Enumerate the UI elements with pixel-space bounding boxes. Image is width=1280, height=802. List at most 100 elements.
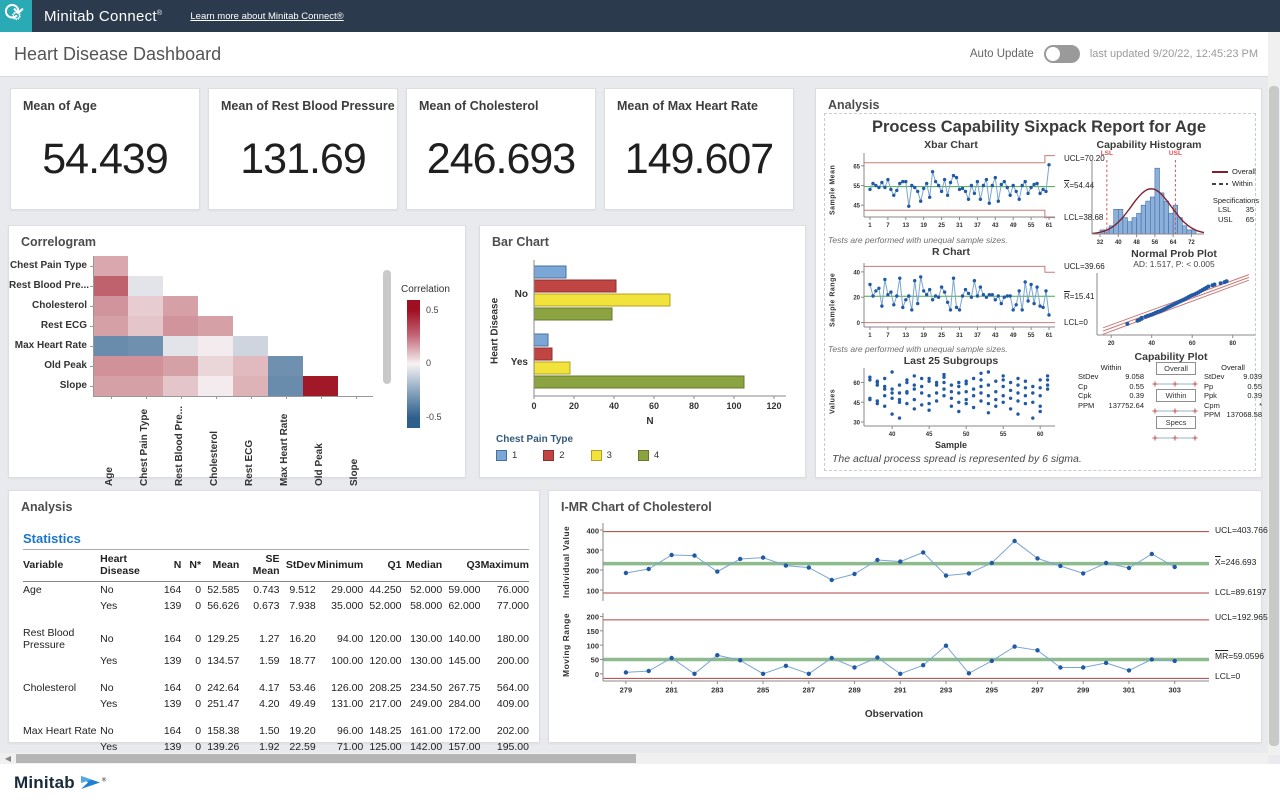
svg-text:400: 400 [586,526,599,535]
capplot-stat-row: Ppk 0.39 [1204,391,1262,400]
auto-update-toggle[interactable] [1043,45,1080,63]
svg-text:289: 289 [848,686,861,695]
gear-icon: ⚙ [11,9,22,23]
legend-overall: Overall [1232,167,1256,176]
panel-scrollbar-thumb[interactable] [383,270,391,384]
svg-text:20: 20 [569,401,579,411]
table-row: Cholesterol No 164 0 242.64 4.17 53.46 126.00 20… [23,682,529,694]
table-row: Yes 139 0 134.57 1.59 18.77 100.00 120.00 130.00… [100,655,529,667]
minitab-footer-logo: Minitab ® [14,773,107,792]
corr-cell [93,276,128,296]
xbar-ucl-label: UCL=70.20 [1064,154,1105,163]
svg-text:30: 30 [853,421,860,427]
svg-text:43: 43 [992,333,999,339]
xbar-chart-title: Xbar Chart [924,139,978,151]
panel-title: I-MR Chart of Cholesterol [561,500,712,514]
corr-cell [93,336,128,356]
r-chart: 0 20 40 1 7 13 19 25 31 37 43 49 55 61 [844,259,1058,341]
svg-text:297: 297 [1031,686,1044,695]
capplot-interval [1152,403,1198,414]
kpi-card-mean-age: Mean of Age 54.439 [10,88,200,210]
hist-legend: Overall Within Specifications LSL 35 USL 6… [1212,167,1260,224]
r-note: Tests are performed with unequal sample … [828,344,1008,354]
svg-text:45: 45 [853,401,860,407]
auto-update-label: Auto Update [969,48,1034,60]
svg-text:No: No [515,289,528,300]
corr-col-label: Chest Pain Type [139,408,150,486]
corr-cell [128,376,163,396]
vertical-scrollbar[interactable] [1268,32,1280,755]
svg-text:45: 45 [926,432,933,438]
top-nav: ⟳ ⚙ Minitab Connect® Learn more about Mi… [0,0,1280,32]
svg-text:7: 7 [886,223,890,229]
corr-row-label: Rest Blood Pre... [9,280,90,291]
capplot-overall-stats: Overall StDev 9.039 Pp 0.55 Ppk 0.39 Cpm * PPM 13… [1204,363,1262,419]
svg-text:31: 31 [956,223,963,229]
grouped-bar-chart: No Yes 0 20 40 60 80 100 120 [504,254,796,414]
svg-text:40: 40 [609,401,619,411]
toggle-knob [1045,47,1060,61]
svg-text:13: 13 [902,333,909,339]
corr-cell [93,316,128,336]
capplot-box-within: Within [1156,389,1196,402]
panel-title: Analysis [828,98,880,112]
imr-xlabel: Observation [864,709,924,720]
svg-text:1: 1 [868,223,872,229]
svg-text:64: 64 [1170,240,1177,246]
svg-text:7: 7 [886,333,890,339]
capplot-title: Capability Plot [1134,351,1208,363]
capplot-stat-row: PPM 137068.58 [1204,410,1262,419]
kpi-value: 149.607 [624,135,774,183]
vertical-scrollbar-thumb[interactable] [1269,86,1279,746]
legend-within: Within [1232,179,1253,188]
svg-text:281: 281 [665,686,678,695]
svg-text:0: 0 [595,670,599,679]
svg-text:20: 20 [853,296,860,302]
brand-name: Minitab Connect® [44,7,163,25]
statistics-table: Variable Heart Disease N N* Mean SE Mean StDev… [23,549,529,755]
corr-cell [233,356,268,376]
svg-text:25: 25 [938,333,945,339]
corr-cell [233,336,268,356]
corr-cell [198,316,233,336]
scroll-left-arrow-icon[interactable]: ◀ [4,754,12,763]
corr-cell [163,336,198,356]
horizontal-scrollbar-thumb[interactable] [16,754,636,763]
correlogram-heatmap: Chest Pain Type Rest Blood Pre... Choleste… [9,226,467,486]
capplot-stat-row: Cpk 0.39 [1078,391,1144,400]
svg-text:32: 32 [1097,240,1104,246]
i-center-label: X=246.693 [1215,557,1257,567]
svg-text:200: 200 [586,613,599,622]
kpi-value: 246.693 [426,135,576,183]
xbar-ylabel: Sample Mean [829,164,837,216]
dashboard-header: Heart Disease Dashboard Auto Update last… [0,32,1280,77]
panel-title: Analysis [21,500,73,514]
svg-text:285: 285 [757,686,770,695]
table-row: Age No 164 0 52.585 0.743 9.512 29.000 44.250 52.… [23,584,529,596]
svg-text:60: 60 [1037,432,1044,438]
sync-arrows-icon: ⟳ [4,0,25,26]
corr-col-label: Rest ECG [244,439,255,486]
svg-text:49: 49 [1010,333,1017,339]
capplot-stat-row: Pp 0.55 [1204,381,1262,391]
svg-text:72: 72 [1188,240,1195,246]
moving-range-chart: 0 50 100 150 200 279 281 283 285 287 289 291 293 295 2… [577,609,1211,705]
svg-text:80: 80 [689,401,699,411]
svg-text:LSL: LSL [1101,150,1113,157]
kpi-label: Mean of Cholesterol [419,99,539,113]
bar-legend: 1 2 3 4 [496,450,659,461]
horizontal-scrollbar[interactable]: ◀ [0,753,1268,764]
svg-text:40: 40 [1115,240,1122,246]
last25-chart: 30 45 60 40 45 50 55 60 [844,365,1058,439]
corr-row-label: Max Heart Rate [14,340,87,351]
svg-text:65: 65 [853,164,860,170]
prob-subtitle: AD: 1.517, P: < 0.005 [1133,259,1215,269]
svg-text:55: 55 [1028,223,1035,229]
capplot-within-stats: Within StDev 9.058 Cp 0.55 Cpk 0.39 PPM 137752.… [1078,363,1144,410]
corr-tick-low: -0.5 [426,412,442,422]
learn-more-link[interactable]: Learn more about Minitab Connect® [190,10,344,22]
svg-text:61: 61 [1046,333,1053,339]
svg-text:295: 295 [985,686,998,695]
r-center-label: R=15.41 [1064,292,1095,301]
individual-value-chart: 100 200 300 400 [577,519,1211,605]
